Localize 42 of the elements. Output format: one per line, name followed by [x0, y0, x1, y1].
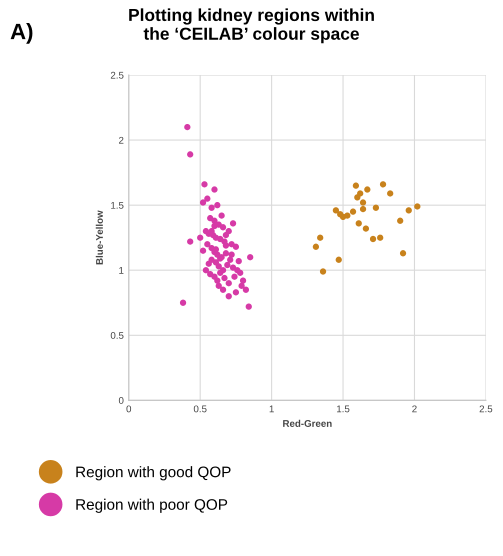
point: [344, 212, 350, 219]
chart-title: Plotting kidney regions within the ‘CEILAB’ colour space: [129, 8, 374, 44]
point: [364, 186, 370, 193]
x-tick-label: 2.5: [480, 405, 492, 412]
point: [332, 207, 340, 214]
y-tick-label: 0: [118, 397, 124, 404]
point: [356, 220, 362, 227]
y-axis-title: Blue-Yellow: [96, 210, 103, 264]
point: [377, 234, 384, 241]
x-axis-title: Red-Green: [283, 420, 332, 427]
point: [352, 182, 360, 189]
x-tick-label: 0: [126, 405, 132, 412]
point: [337, 211, 344, 218]
point: [370, 236, 376, 242]
point: [372, 204, 380, 211]
point: [360, 206, 366, 212]
x-tick-label: 2: [412, 405, 417, 412]
x-tick-label: 0.5: [194, 405, 207, 412]
y-tick-label: 2: [118, 136, 124, 144]
y-tick-label: 2.5: [110, 72, 124, 79]
point: [350, 208, 356, 215]
point: [400, 250, 406, 256]
point: [354, 194, 360, 200]
point: [406, 207, 412, 214]
point: [387, 190, 394, 197]
y-tick-label: 0.5: [110, 332, 124, 339]
legend-label: Region with good QOP: [76, 466, 231, 480]
x-tick-label: 1: [270, 406, 274, 412]
legend-label: Region with poor QOP: [76, 498, 228, 513]
point: [362, 225, 370, 232]
point: [360, 199, 366, 206]
point: [397, 218, 404, 224]
point: [312, 244, 320, 250]
y-tick-label: 1: [119, 267, 124, 274]
y-tick-label: 1.5: [111, 202, 124, 209]
point: [320, 268, 326, 275]
text: A): [10, 23, 32, 44]
point: [336, 256, 342, 263]
point: [317, 234, 324, 241]
point: [414, 203, 420, 210]
point: [380, 181, 386, 188]
x-tick-label: 1.5: [337, 406, 350, 412]
